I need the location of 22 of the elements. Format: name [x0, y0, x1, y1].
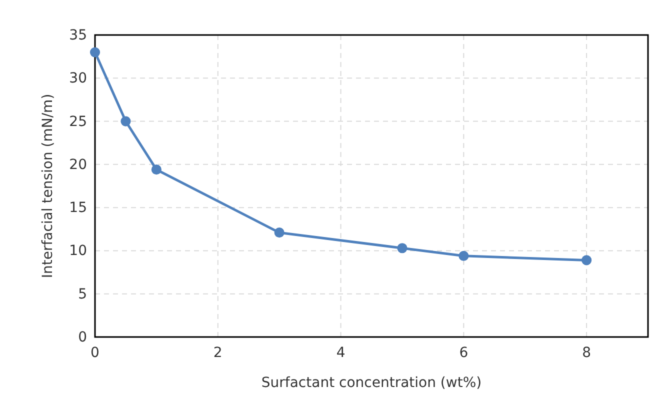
point — [582, 255, 592, 266]
y-axis-title: Interfacial tension (mN/m) — [40, 94, 56, 278]
y-tick-label: 0 — [78, 329, 87, 346]
y-tick-label: 20 — [69, 156, 87, 173]
x-axis-title: Surfactant concentration (wt%) — [261, 375, 482, 391]
point — [90, 47, 100, 58]
x-tick-label: 2 — [213, 344, 222, 361]
y-tick-label: 15 — [69, 200, 87, 216]
point — [151, 164, 162, 175]
y-tick-label: 5 — [78, 286, 87, 302]
point — [120, 116, 131, 126]
x-tick-label: 0 — [90, 344, 100, 361]
point — [458, 250, 469, 261]
x-tick-label: 8 — [582, 344, 592, 361]
x-tick-label: 4 — [336, 344, 346, 361]
y-tick-label: 10 — [69, 243, 87, 260]
y-tick-label: 35 — [69, 27, 87, 44]
x-tick-label: 6 — [459, 344, 468, 361]
point — [397, 243, 408, 254]
y-tick-label: 30 — [69, 70, 87, 87]
point — [274, 228, 284, 238]
y-tick-label: 25 — [69, 114, 87, 130]
